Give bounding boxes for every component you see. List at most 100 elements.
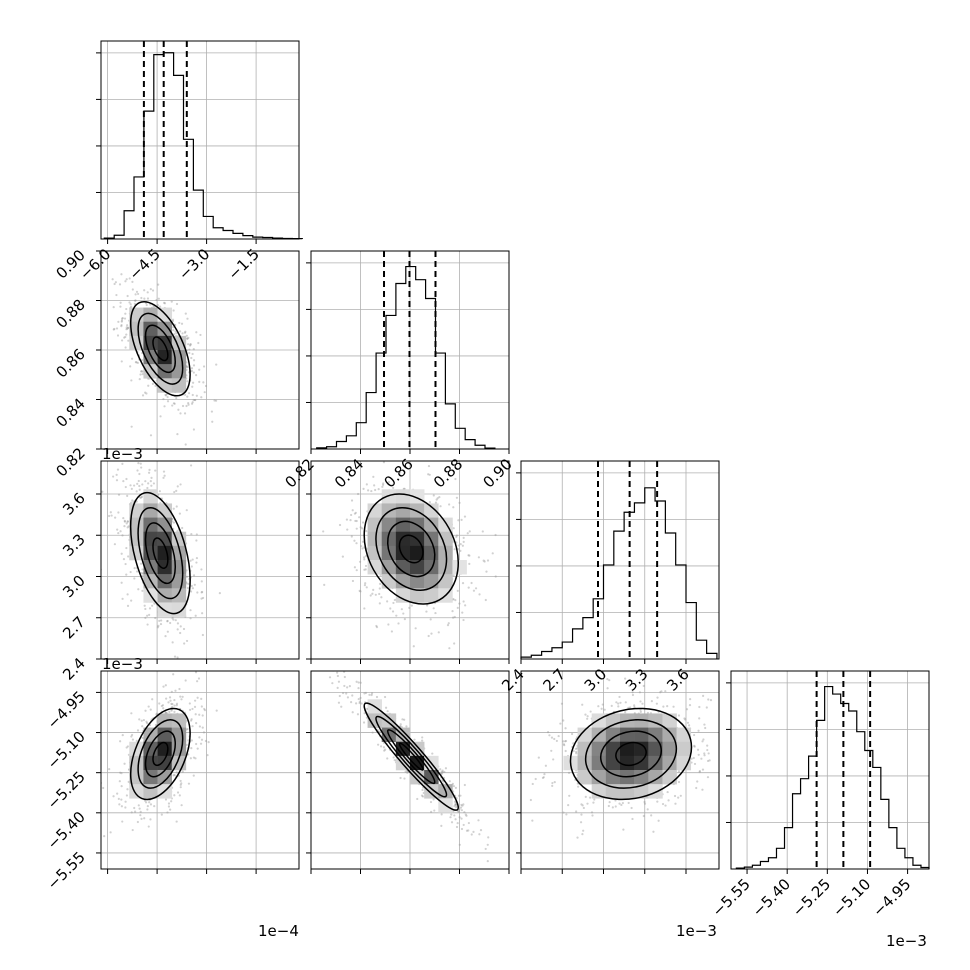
sample-point xyxy=(144,480,147,483)
density-bin xyxy=(424,588,439,603)
sample-point xyxy=(170,709,173,712)
sample-point xyxy=(203,707,206,711)
sample-point xyxy=(455,803,458,806)
sample-point xyxy=(484,847,487,851)
sample-point xyxy=(160,704,163,708)
sample-point xyxy=(115,473,118,476)
sample-point xyxy=(171,641,174,644)
sample-point xyxy=(187,343,190,346)
sample-point xyxy=(202,381,205,384)
sample-point xyxy=(189,464,193,467)
contour-line xyxy=(152,741,169,767)
sample-point xyxy=(345,692,348,695)
sample-point xyxy=(140,495,144,498)
density-bin xyxy=(648,784,663,799)
sample-point xyxy=(643,802,647,805)
sample-point xyxy=(122,517,125,520)
sample-point xyxy=(149,303,152,306)
sample-point xyxy=(179,695,182,698)
sample-point xyxy=(606,687,609,690)
sample-point xyxy=(168,696,172,699)
sample-point xyxy=(189,609,192,612)
histogram-panel-0 xyxy=(96,40,303,240)
sample-point xyxy=(322,530,325,533)
sample-point xyxy=(138,718,141,721)
sample-point xyxy=(427,473,430,476)
sample-point xyxy=(185,743,188,747)
sample-point xyxy=(363,558,366,561)
sample-point xyxy=(171,702,174,706)
sample-point xyxy=(374,593,377,596)
sample-point xyxy=(135,490,138,493)
density-bin xyxy=(171,378,187,393)
sample-point xyxy=(348,685,351,688)
sample-point xyxy=(159,622,163,626)
sample-point xyxy=(493,810,495,812)
sample-point xyxy=(541,776,545,780)
sample-point xyxy=(455,805,458,809)
sample-point xyxy=(192,398,195,402)
sample-point xyxy=(141,736,144,740)
sample-point xyxy=(586,715,589,718)
sample-point xyxy=(355,680,358,683)
sample-point xyxy=(600,707,603,710)
sample-point xyxy=(432,798,435,801)
sample-point xyxy=(187,401,190,405)
sample-point xyxy=(430,632,433,635)
sample-point xyxy=(163,302,167,305)
density-bin xyxy=(129,531,144,547)
sample-point xyxy=(459,549,462,552)
sample-point xyxy=(589,710,592,713)
sample-point xyxy=(692,756,695,760)
sample-point xyxy=(215,363,218,366)
sample-point xyxy=(195,556,199,560)
sample-point xyxy=(181,695,184,698)
sample-point xyxy=(494,575,497,578)
sample-point xyxy=(166,400,170,403)
density-bin xyxy=(171,560,187,575)
x-offset-label: 1e−4 xyxy=(258,922,299,940)
sample-point xyxy=(434,611,437,615)
sample-point xyxy=(133,484,136,487)
density-bin xyxy=(381,489,397,504)
sample-point xyxy=(120,273,123,276)
sample-point xyxy=(454,803,457,806)
sample-point xyxy=(467,554,470,557)
sample-point xyxy=(460,803,463,807)
sample-point xyxy=(214,399,218,402)
sample-point xyxy=(357,681,360,684)
sample-point xyxy=(343,675,346,679)
sample-point xyxy=(143,604,146,607)
sample-point xyxy=(688,703,692,707)
sample-point xyxy=(126,326,130,330)
sample-point xyxy=(178,321,181,325)
sample-point xyxy=(143,297,146,300)
sample-point xyxy=(462,540,465,543)
sample-point xyxy=(123,336,126,339)
density-bin xyxy=(605,727,621,743)
sample-point xyxy=(386,710,389,713)
sample-point xyxy=(698,717,701,720)
sample-point xyxy=(643,800,646,804)
sample-point xyxy=(367,489,370,492)
sample-point xyxy=(198,380,201,384)
sample-point xyxy=(454,803,457,806)
sample-point xyxy=(446,624,450,627)
sample-point xyxy=(140,572,143,575)
sample-point xyxy=(661,802,665,806)
sample-point xyxy=(628,684,631,688)
contour-line xyxy=(129,491,191,615)
sample-point xyxy=(402,612,405,615)
sample-point xyxy=(195,331,198,334)
sample-point xyxy=(399,723,402,726)
sample-point xyxy=(195,722,198,725)
sample-point xyxy=(176,622,180,625)
sample-point xyxy=(421,788,424,792)
sample-point xyxy=(608,679,611,682)
sample-point xyxy=(124,312,127,315)
sample-point xyxy=(462,618,465,622)
sample-point xyxy=(615,701,618,704)
sample-point xyxy=(462,600,465,603)
sample-point xyxy=(180,322,184,325)
density-bin xyxy=(410,741,425,757)
